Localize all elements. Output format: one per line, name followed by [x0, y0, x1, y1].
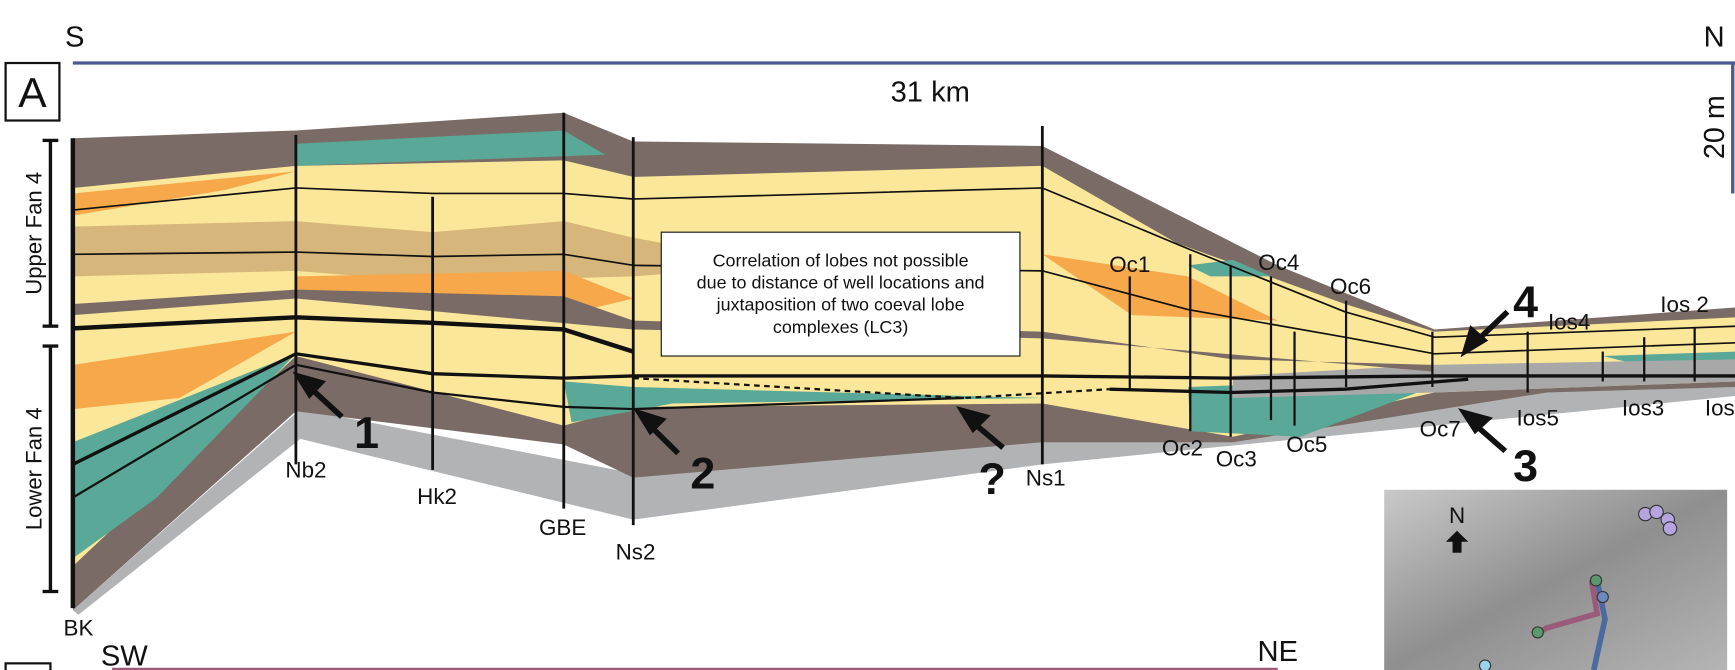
page: {"panel": "A", "orientation": {"south": … [0, 0, 1735, 670]
direction-label: N [1704, 22, 1725, 54]
well-label: Nb2 [285, 458, 326, 483]
horizontal-scale: 31 km [891, 77, 970, 109]
callout-line: due to distance of well locations and [697, 273, 985, 293]
map-north: N [1449, 503, 1465, 528]
well-label: Oc2 [1162, 436, 1203, 461]
panel-label: A [18, 70, 47, 117]
well-label: Oc3 [1216, 447, 1257, 472]
well-label: Oc1 [1109, 252, 1150, 277]
unit-label: Lower Fan 4 [21, 407, 46, 530]
marker: ? [978, 455, 1005, 504]
well-label: Ios3 [1622, 396, 1664, 421]
well-label: Oc6 [1330, 274, 1371, 299]
well-label: Ios4 [1548, 310, 1590, 335]
panel-box-b [6, 663, 51, 670]
marker: 3 [1513, 442, 1538, 491]
cross-section: S N A 31 km 20 m Upper Fan 4 Lower Fan 4… [0, 0, 1735, 670]
callout-line: complexes (LC3) [773, 317, 908, 337]
well-label: Hk2 [417, 484, 457, 509]
well-label: Ios1 [1705, 396, 1735, 421]
marker: 4 [1513, 279, 1538, 328]
well-label: Ios5 [1517, 406, 1559, 431]
well-label: Oc7 [1420, 417, 1461, 442]
vertical-scale: 20 m [1699, 95, 1731, 159]
well-label: Ns2 [616, 540, 656, 565]
well-label: Ios 2 [1660, 292, 1709, 317]
well-label: Ns1 [1026, 465, 1066, 490]
map-inset [1384, 490, 1727, 670]
direction-label: SW [101, 641, 149, 670]
callout-line: juxtaposition of two coeval lobe [716, 295, 965, 315]
direction-label: S [65, 22, 84, 54]
marker: 1 [354, 409, 379, 458]
well-label: Oc4 [1258, 250, 1299, 275]
well-label: GBE [539, 515, 586, 540]
well-label: Oc5 [1286, 432, 1327, 457]
well-label: BK [64, 616, 94, 641]
callout-line: Correlation of lobes not possible [713, 251, 969, 271]
unit-label: Upper Fan 4 [21, 172, 46, 295]
marker: 2 [690, 450, 715, 499]
direction-label: NE [1258, 636, 1298, 668]
